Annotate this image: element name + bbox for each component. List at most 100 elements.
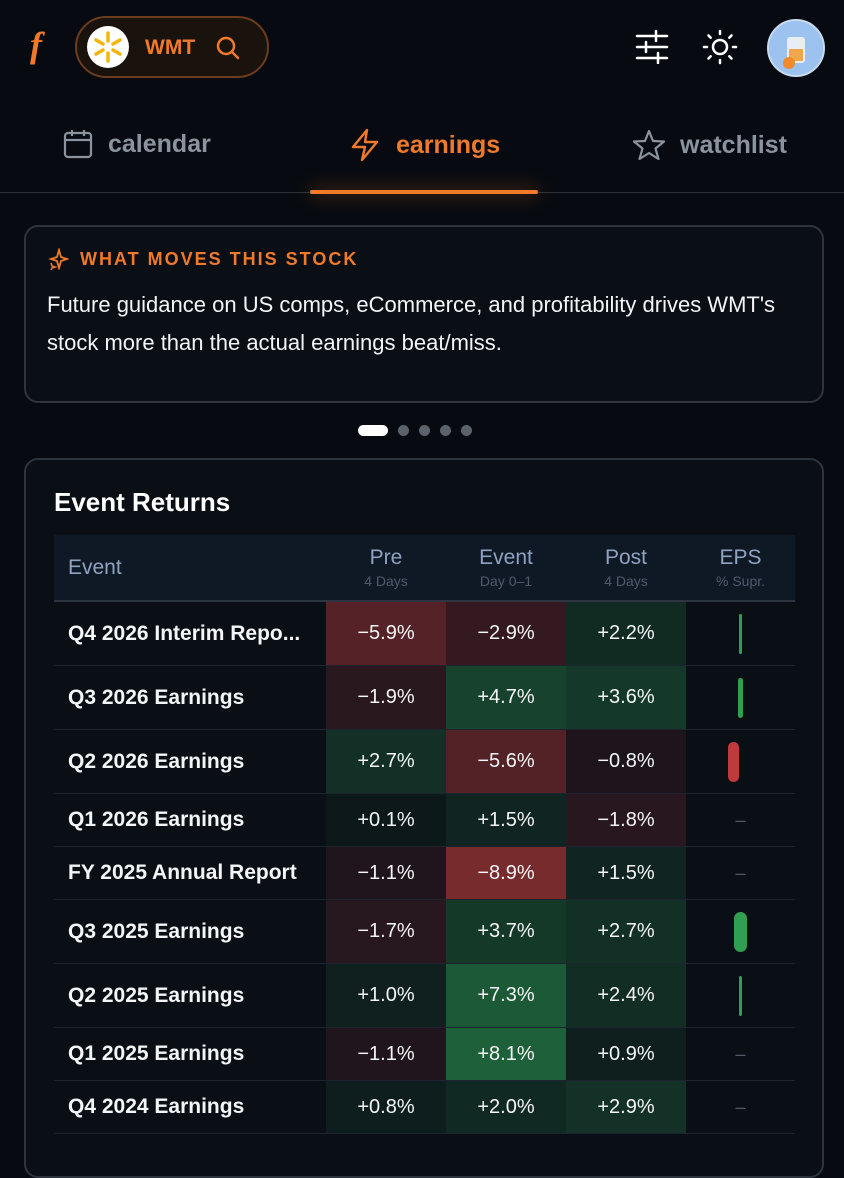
calendar-icon: [63, 130, 93, 159]
column-header: EPS % Supr.: [686, 535, 795, 600]
return-cell: +3.6%: [566, 666, 686, 729]
tab-label: watchlist: [680, 130, 787, 159]
eps-cell: [686, 730, 795, 793]
eps-cell: [686, 964, 795, 1027]
column-label: Post: [604, 546, 648, 569]
page-dot[interactable]: [419, 425, 430, 436]
table-row: Q3 2026 Earnings −1.9% +4.7% +3.6%: [54, 666, 795, 730]
eps-bar: [738, 975, 743, 1016]
insight-card[interactable]: [24, 225, 824, 403]
eps-empty: –: [735, 1096, 746, 1117]
app: f WMT calendar earnings watchlist WHAT M…: [0, 16, 844, 1178]
table-row: Q2 2025 Earnings +1.0% +7.3% +2.4%: [54, 964, 795, 1028]
return-cell: +1.5%: [446, 794, 566, 846]
return-cell: +7.3%: [446, 964, 566, 1027]
eps-cell: –: [686, 847, 795, 899]
return-cell: +3.7%: [446, 900, 566, 963]
return-cell: +0.1%: [326, 794, 446, 846]
column-header: Post 4 Days: [566, 535, 686, 600]
returns-table: Event Pre 4 Days Event Day 0–1 Post 4 Days EPS%…: [54, 535, 795, 1134]
insight-text: Future guidance on US comps, eCommerce, …: [47, 292, 776, 355]
eps-bar: [737, 677, 744, 718]
insight-title: WHAT MOVES THIS STOCK: [80, 249, 359, 269]
search-icon: [216, 36, 240, 60]
eps-cell: –: [686, 1028, 795, 1080]
event-name: Q2 2026 Earnings: [68, 749, 245, 773]
column-header: Event Day 0–1: [446, 535, 566, 600]
page-dot-active[interactable]: [358, 425, 388, 436]
return-cell: +1.5%: [566, 847, 686, 899]
column-sublabel: 4 Days: [604, 573, 648, 589]
return-cell: +2.7%: [326, 730, 446, 793]
watchlist-icon: [632, 129, 666, 161]
ticker-search[interactable]: WMT: [75, 16, 269, 78]
table-row: Q1 2025 Earnings −1.1% +8.1% +0.9% –: [54, 1028, 795, 1081]
tab-active[interactable]: earnings: [348, 128, 500, 162]
filter-button[interactable]: [634, 30, 670, 64]
eps-empty: –: [735, 809, 746, 830]
eps-cell: [686, 666, 795, 729]
event-name: Q3 2026 Earnings: [68, 685, 245, 709]
column-header: Event: [54, 535, 326, 600]
column-header: Pre 4 Days: [326, 535, 446, 600]
event-name: Q4 2026 Interim Repo...: [68, 621, 301, 645]
page: Earnings {"header": {"logo": "f", "ticke…: [0, 16, 844, 1178]
earnings-icon: [351, 128, 379, 162]
avatar[interactable]: [767, 19, 825, 77]
eps-empty: –: [735, 1043, 746, 1064]
return-cell: −5.9%: [326, 602, 446, 665]
tab[interactable]: watchlist: [632, 128, 787, 162]
eps-bar: [738, 613, 743, 654]
page-dot[interactable]: [398, 425, 409, 436]
pagination: [358, 425, 472, 436]
column-sublabel: % Supr.: [715, 573, 766, 589]
return-cell: −1.1%: [326, 847, 446, 899]
return-cell: +2.7%: [566, 900, 686, 963]
eps-bar: [734, 911, 747, 952]
eps-bar: [728, 741, 739, 782]
column-label: Pre: [369, 546, 403, 569]
return-cell: −1.1%: [326, 1028, 446, 1080]
ticker: WMT: [145, 36, 196, 59]
table-row: Q2 2026 Earnings +2.7% −5.6% −0.8%: [54, 730, 795, 794]
logo[interactable]: f: [30, 25, 42, 65]
theme-button[interactable]: [702, 29, 738, 65]
return-cell: −1.7%: [326, 900, 446, 963]
page-dot[interactable]: [440, 425, 451, 436]
tab-label: earnings: [396, 130, 501, 159]
event-name: Q2 2025 Earnings: [68, 983, 245, 1007]
eps-cell: [686, 900, 795, 963]
event-name: FY 2025 Annual Report: [68, 861, 297, 884]
table-title: Event Returns: [54, 487, 231, 517]
column-sublabel: 4 Days: [364, 573, 408, 589]
return-cell: +2.4%: [566, 964, 686, 1027]
page-dot[interactable]: [461, 425, 472, 436]
eps-empty: –: [735, 862, 746, 883]
sparkle-icon: [48, 248, 69, 270]
return-cell: −5.6%: [446, 730, 566, 793]
table-row: Q4 2026 Interim Repo... −5.9% −2.9% +2.2%: [54, 602, 795, 666]
tab-indicator: [310, 190, 538, 194]
return-cell: +2.9%: [566, 1081, 686, 1133]
eps-cell: [686, 602, 795, 665]
return-cell: +0.9%: [566, 1028, 686, 1080]
event-name: Q3 2025 Earnings: [68, 919, 245, 943]
column-label: Event: [479, 546, 533, 569]
table-row: Q4 2024 Earnings +0.8% +2.0% +2.9% –: [54, 1081, 795, 1134]
table-header: Event Pre 4 Days Event Day 0–1 Post 4 Days EPS%…: [54, 535, 795, 602]
tab[interactable]: calendar: [62, 128, 211, 160]
event-name: Q1 2025 Earnings: [68, 1042, 245, 1065]
return-cell: +0.8%: [326, 1081, 446, 1133]
column-label: EPS: [719, 546, 762, 569]
return-cell: −1.9%: [326, 666, 446, 729]
event-name: Q1 2026 Earnings: [68, 808, 245, 831]
return-cell: −8.9%: [446, 847, 566, 899]
table-row: FY 2025 Annual Report −1.1% −8.9% +1.5% –: [54, 847, 795, 900]
column-sublabel: Day 0–1: [479, 573, 533, 589]
tab-label: calendar: [108, 129, 211, 158]
event-name: Q4 2024 Earnings: [68, 1095, 245, 1118]
return-cell: −0.8%: [566, 730, 686, 793]
return-cell: +4.7%: [446, 666, 566, 729]
return-cell: +8.1%: [446, 1028, 566, 1080]
return-cell: +1.0%: [326, 964, 446, 1027]
